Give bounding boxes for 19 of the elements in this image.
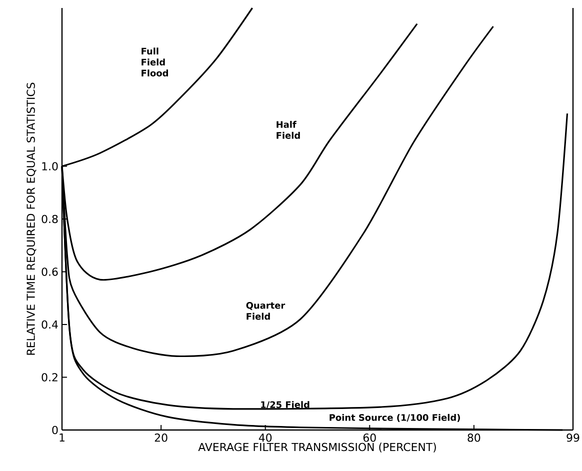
y-tick-label: 0.8 [42,214,58,224]
text: Half Field [276,120,300,139]
text: Full Field Flood [142,48,168,76]
x-axis-title: AVERAGE FILTER TRANSMISSION (PERCENT) [198,442,436,452]
y-tick-label: 0.4 [42,320,58,329]
x-tick-label: 20 [154,434,168,442]
y-tick-label: 0 [52,426,58,434]
x-tick-label: 80 [468,434,480,442]
series-label: Point Source (1/100 Field) [330,414,460,422]
series-label: Quarter Field [246,302,286,320]
x-tick-label: 40 [258,434,272,442]
x-tick-label: 1 [60,434,64,442]
x-tick-label: 60 [363,434,376,442]
x-tick-label: 99 [566,434,580,442]
y-axis-title: RELATIVE TIME REQUIRED FOR EQUAL STATISTICS [26,82,36,355]
y-tick-label: 1.0 [42,162,58,170]
series-label: 1/25 Field [261,401,310,409]
y-tick-label: 0.2 [42,373,58,382]
y-tick-label: 0.6 [42,268,58,276]
